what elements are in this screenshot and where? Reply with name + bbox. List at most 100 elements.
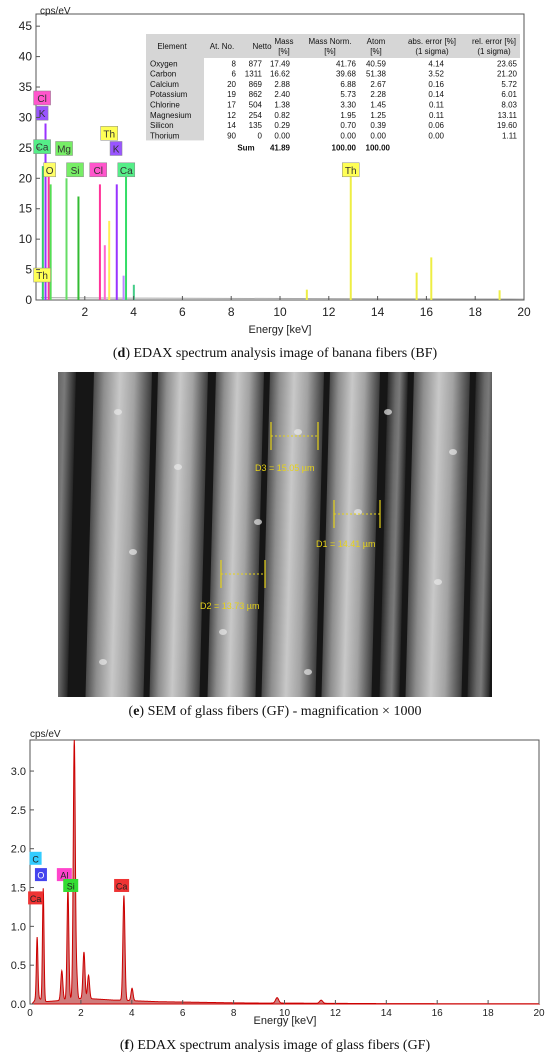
x-tick-label: 8 — [228, 305, 235, 319]
surface-debris — [174, 464, 182, 470]
table-cell: 0.14 — [428, 90, 444, 99]
glass-fiber — [405, 367, 471, 702]
table-cell: 0.00 — [340, 131, 356, 140]
element-peak-label: C — [29, 851, 42, 865]
table-cell: 1.25 — [370, 111, 386, 120]
label-text: K — [39, 109, 46, 120]
table-header-bg — [146, 34, 520, 58]
table-sum-atom: 100.00 — [366, 143, 391, 152]
surface-debris — [99, 659, 107, 665]
surface-debris — [114, 409, 122, 415]
table-header: Mass — [274, 37, 293, 46]
surface-debris — [254, 519, 262, 525]
y-tick-label: 15 — [19, 202, 33, 216]
surface-debris — [384, 409, 392, 415]
x-tick-label: 18 — [483, 1008, 495, 1019]
table-header-sub: [%] — [278, 47, 290, 56]
element-peak-label: Si — [66, 162, 84, 178]
table-element-name: Chlorine — [150, 101, 180, 110]
element-peak-label: Al — [56, 868, 72, 882]
table-header: Mass Norm. — [308, 37, 351, 46]
table-cell: 2.88 — [274, 80, 290, 89]
measure-label: D2 = 13.73 µm — [200, 601, 259, 611]
x-tick-label: 4 — [129, 1008, 135, 1019]
x-tick-label: 2 — [81, 305, 88, 319]
table-cell: 0 — [258, 131, 263, 140]
label-box — [43, 162, 56, 178]
y-tick-label: 0.5 — [11, 960, 26, 972]
table-header: Atom — [367, 37, 386, 46]
fiber-diameter-measurement: D1 = 14.41 µm — [316, 500, 381, 549]
table-sum-label: Sum — [237, 143, 254, 152]
x-tick-label: 20 — [533, 1008, 545, 1019]
table-cell: 1.11 — [502, 131, 518, 140]
table-cell: 5.72 — [501, 80, 517, 89]
x-axis-label: Energy [keV] — [249, 324, 312, 336]
label-text: Th — [103, 129, 115, 140]
table-cell: 504 — [249, 101, 263, 110]
label-box — [33, 90, 51, 106]
element-peak-label: Si — [63, 878, 79, 892]
table-cell: 862 — [249, 90, 263, 99]
surface-debris — [129, 549, 137, 555]
y-tick-label: 1.5 — [11, 883, 26, 895]
y-tick-label: 3.0 — [11, 766, 26, 778]
table-cell: 254 — [249, 111, 263, 120]
glass-fiber — [321, 367, 381, 702]
x-tick-label: 0 — [27, 1008, 33, 1019]
table-cell: 21.20 — [497, 70, 518, 79]
table-cell: 40.59 — [366, 59, 387, 68]
element-peak-label: Ca — [33, 139, 51, 154]
panel-d: Cl K Ca Mg Th K O Si Cl Ca Th Th 2 4 6 8 10 12 14 16 18 20 0… — [0, 0, 550, 342]
table-element-name: Potassium — [150, 90, 188, 99]
x-tick-label: 8 — [231, 1008, 237, 1019]
x-tick-label: 20 — [517, 305, 531, 319]
glass-fiber — [467, 367, 499, 702]
label-text: O — [46, 166, 54, 177]
table-cell: 17 — [227, 101, 236, 110]
spectrum-area — [32, 739, 541, 1005]
table-cell: 0.06 — [428, 121, 444, 130]
label-box — [114, 878, 130, 892]
element-peak-label: Th — [33, 267, 51, 283]
y-axis-label: cps/eV — [40, 6, 71, 17]
table-header-sub: (1 sigma) — [477, 47, 511, 56]
table-header-sub: (1 sigma) — [415, 47, 449, 56]
table-element-name: Thorium — [150, 131, 180, 140]
table-cell: 1.38 — [274, 101, 290, 110]
table-header: Netto — [252, 42, 272, 51]
caption-letter: e — [133, 704, 140, 719]
label-box — [100, 126, 118, 141]
x-tick-label: 12 — [330, 1008, 342, 1019]
table-cell: 3.52 — [428, 70, 444, 79]
table-header-sub: [%] — [370, 47, 382, 56]
table-cell: 135 — [249, 121, 263, 130]
label-box — [35, 105, 49, 121]
caption-f: (f) EDAX spectrum analysis image of glas… — [119, 1038, 431, 1053]
table-header-sub: [%] — [324, 47, 336, 56]
table-cell: 6.88 — [340, 80, 356, 89]
table-cell: 4.14 — [428, 59, 444, 68]
label-text: Mg — [57, 144, 71, 155]
table-cell: 1311 — [245, 70, 263, 79]
table-cell: 0.00 — [274, 131, 290, 140]
table-element-name: Silicon — [150, 121, 174, 130]
surface-debris — [304, 669, 312, 675]
table-cell: 877 — [249, 59, 263, 68]
label-box — [117, 162, 136, 178]
element-peak-label: O — [34, 868, 47, 882]
table-cell: 51.38 — [366, 70, 387, 79]
sem-image-glass-fibers: D3 = 15.05 µm D1 = 14.41 µm D2 = 13.73 µm — [39, 367, 499, 702]
y-tick-label: 0 — [25, 293, 32, 307]
y-tick-label: 2.5 — [11, 805, 26, 817]
label-box — [55, 141, 73, 156]
label-text: Th — [345, 166, 357, 177]
element-peak-label: Cl — [33, 90, 51, 106]
table-cell: 0.11 — [429, 101, 445, 110]
table-cell: 0.29 — [274, 121, 290, 130]
table-element-col-bg — [146, 58, 204, 141]
x-tick-label: 14 — [381, 1008, 393, 1019]
fiber-diameter-measurement: D3 = 15.05 µm — [255, 422, 319, 473]
label-box — [342, 162, 360, 178]
